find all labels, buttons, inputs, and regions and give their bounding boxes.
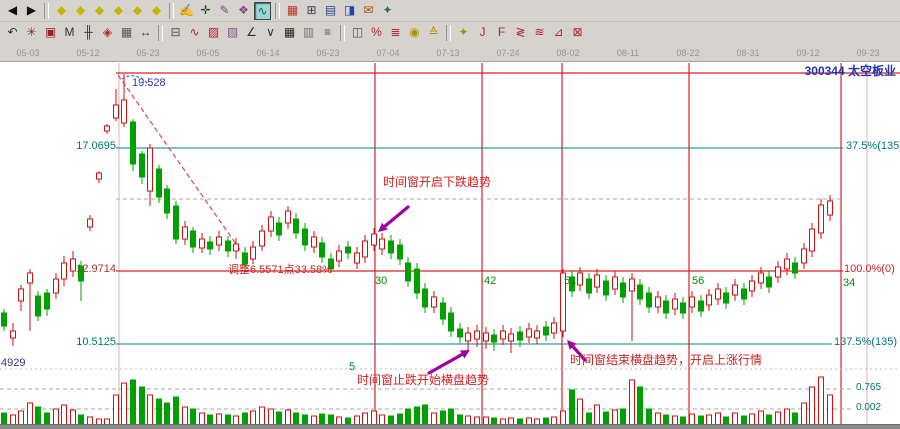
date-label: 08-22: [676, 48, 700, 58]
date-label: 05-12: [76, 48, 100, 58]
undo-icon[interactable]: ↶: [7, 25, 18, 39]
quote-list-icon[interactable]: ▤: [324, 2, 337, 17]
date-label: 06-14: [256, 48, 280, 58]
gold-ingot-tool-icon[interactable]: ≙: [428, 25, 439, 39]
pan-hand-tool-icon[interactable]: ✍: [179, 2, 194, 17]
save-icon[interactable]: ◨: [343, 2, 356, 17]
crosshair-tool-icon[interactable]: ✛: [200, 2, 211, 17]
flower-tool-icon[interactable]: ✳: [26, 25, 37, 39]
j-line-tool-icon[interactable]: J: [479, 25, 486, 39]
annotation-rally: 时间窗结束横盘趋势，开启上涨行情: [570, 353, 763, 367]
send-icon[interactable]: ✉: [363, 2, 374, 17]
toolbar-separator: [446, 25, 451, 41]
fib-levels-tool-icon[interactable]: ≣: [390, 25, 401, 39]
shape-tool-icon[interactable]: ❖: [238, 2, 249, 17]
zoom-out-icon[interactable]: ◆: [94, 2, 105, 17]
date-label: 09-12: [796, 48, 820, 58]
treasure-tool-icon[interactable]: ◈: [102, 25, 113, 39]
gold-circle-tool-icon[interactable]: ◉: [409, 25, 420, 39]
gold-section-tool-icon[interactable]: ✦: [458, 25, 469, 39]
toolbar-row-drawing: ↶ ✳ ▣ M ╫ ◈ ▦ ↔ ⊟ ∿ ▨ ▧ ∠ ∨ ▦ ▥ ≡ ◫% ≣ ◉ ≙ ✦ J F ≷ ≋ ⊿ ⊠: [0, 22, 900, 44]
date-label: 09-23: [856, 48, 880, 58]
pct-137-5-label: 137.5%(135): [834, 336, 897, 348]
price-pane-bottom: 4929: [1, 357, 26, 369]
toolbar: ◀ ▶ ◆ ◆ ◆ ◆ ◆ ◆ ✍ ✛ ✎ ❖ ∿ ▦ ⊞ ▤ ◨ ✉ ✦ ↶ ✳ ▣ M ╫ ◈ ▦ ↔ ⊟ ∿ ▨ ▧ ∠ ∨ ▦ ▥ ≡ ◫% ≣…: [0, 0, 900, 44]
date-label: 08-02: [556, 48, 580, 58]
page-prev-icon[interactable]: ◆: [75, 2, 86, 17]
date-label: 07-13: [436, 48, 460, 58]
network-icon[interactable]: ✦: [382, 2, 393, 17]
toolbar-separator: [158, 25, 163, 41]
window-count-label: 34: [843, 277, 855, 289]
date-label: 07-04: [376, 48, 400, 58]
price-137-5: 10.5125: [76, 336, 116, 348]
page-next-icon[interactable]: ◆: [132, 2, 143, 17]
annotation-downtrend: 时间窗开启下跌趋势: [383, 175, 492, 189]
page-first-icon[interactable]: ◆: [56, 2, 67, 17]
wave-tool-icon[interactable]: ≋: [534, 25, 545, 39]
triangle-tool-icon[interactable]: ⊿: [553, 25, 564, 39]
volume-scale-lower: 0.002: [856, 402, 882, 413]
retrace-summary: 调整6.5571点33.58%: [228, 264, 332, 276]
window-count-label: 51: [564, 275, 576, 287]
box-select-tool-icon[interactable]: ▣: [44, 25, 57, 39]
window-count-label: 56: [692, 275, 704, 287]
toolbar-separator: [44, 2, 49, 19]
box-x-tool-icon[interactable]: ⊠: [572, 25, 583, 39]
price-peak: 19.528: [132, 77, 166, 89]
fan-line-tool-icon[interactable]: ∿: [189, 25, 200, 39]
parallel-lines-tool-icon[interactable]: ≡: [323, 25, 331, 39]
zoom-in-icon[interactable]: ◆: [113, 2, 124, 17]
grid-tool-icon[interactable]: ▦: [120, 25, 133, 39]
channel-tool-icon[interactable]: ╫: [84, 25, 93, 39]
calendar-21-icon[interactable]: ▦: [286, 2, 299, 17]
date-label: 07-24: [496, 48, 520, 58]
volume-scale-upper: 0.765: [856, 382, 882, 393]
page-last-icon[interactable]: ◆: [151, 2, 162, 17]
split-box-tool-icon[interactable]: ◫: [351, 25, 364, 39]
percent-retrace-tool-icon[interactable]: %: [371, 25, 382, 39]
price-37-5: 17.0695: [76, 140, 116, 152]
pct-37-5-label: 37.5%(135): [846, 140, 900, 152]
toolbar-separator: [340, 25, 345, 41]
m-pattern-tool-icon[interactable]: M: [64, 25, 75, 39]
date-label: 06-05: [196, 48, 220, 58]
vee-line-tool-icon[interactable]: ∨: [266, 25, 275, 39]
f-line-tool-icon[interactable]: F: [497, 25, 506, 39]
annotation-stop-fall: 时间窗止跌开始横盘趋势: [357, 373, 490, 387]
date-label: 05-23: [136, 48, 160, 58]
stock-title: 300344 太空板业: [804, 64, 896, 78]
shade-box-tool-icon[interactable]: ▨: [207, 25, 220, 39]
date-axis: 05-03 05-12 05-23 06-05 06-14 06-23 07-04 07-13…: [0, 46, 900, 61]
toolbar-separator: [275, 2, 280, 19]
chart-canvas[interactable]: 30 42 51 56 34 5: [0, 61, 900, 425]
window-count-label: 30: [375, 275, 387, 287]
date-label: 08-31: [736, 48, 760, 58]
date-label: 05-03: [16, 48, 40, 58]
date-label: 08-11: [616, 48, 640, 58]
zigzag-tool-icon[interactable]: ≷: [515, 25, 526, 39]
window-count-label: 5: [349, 361, 355, 373]
draw-pen-tool-icon[interactable]: ✎: [219, 2, 230, 17]
price-100: 12.9714: [76, 263, 116, 275]
calculator-icon[interactable]: ⊞: [306, 2, 317, 17]
toolbar-separator: [169, 2, 174, 19]
pct-100-label: 100.0%(0): [844, 263, 895, 275]
horizontal-scrollbar[interactable]: [0, 424, 900, 429]
window-count-label: 42: [484, 275, 496, 287]
dense-grid-tool-icon[interactable]: ▦: [283, 25, 296, 39]
toolbar-row-main: ◀ ▶ ◆ ◆ ◆ ◆ ◆ ◆ ✍ ✛ ✎ ❖ ∿ ▦ ⊞ ▤ ◨ ✉ ✦: [0, 0, 900, 22]
date-label: 06-23: [316, 48, 340, 58]
hscale-tool-icon[interactable]: ↔: [139, 25, 152, 39]
column-grid-tool-icon[interactable]: ▥: [302, 25, 315, 39]
angle-line-tool-icon[interactable]: ∠: [246, 25, 257, 39]
hatch-box-tool-icon[interactable]: ▧: [226, 25, 239, 39]
gann-grid-tool-icon[interactable]: ⊟: [170, 25, 181, 39]
nav-forward-icon[interactable]: ▶: [26, 2, 37, 17]
nav-back-icon[interactable]: ◀: [7, 2, 18, 17]
candlestick-chart: 30 42 51 56 34 5: [0, 63, 900, 425]
line-draw-tool-icon[interactable]: ∿: [254, 1, 271, 20]
